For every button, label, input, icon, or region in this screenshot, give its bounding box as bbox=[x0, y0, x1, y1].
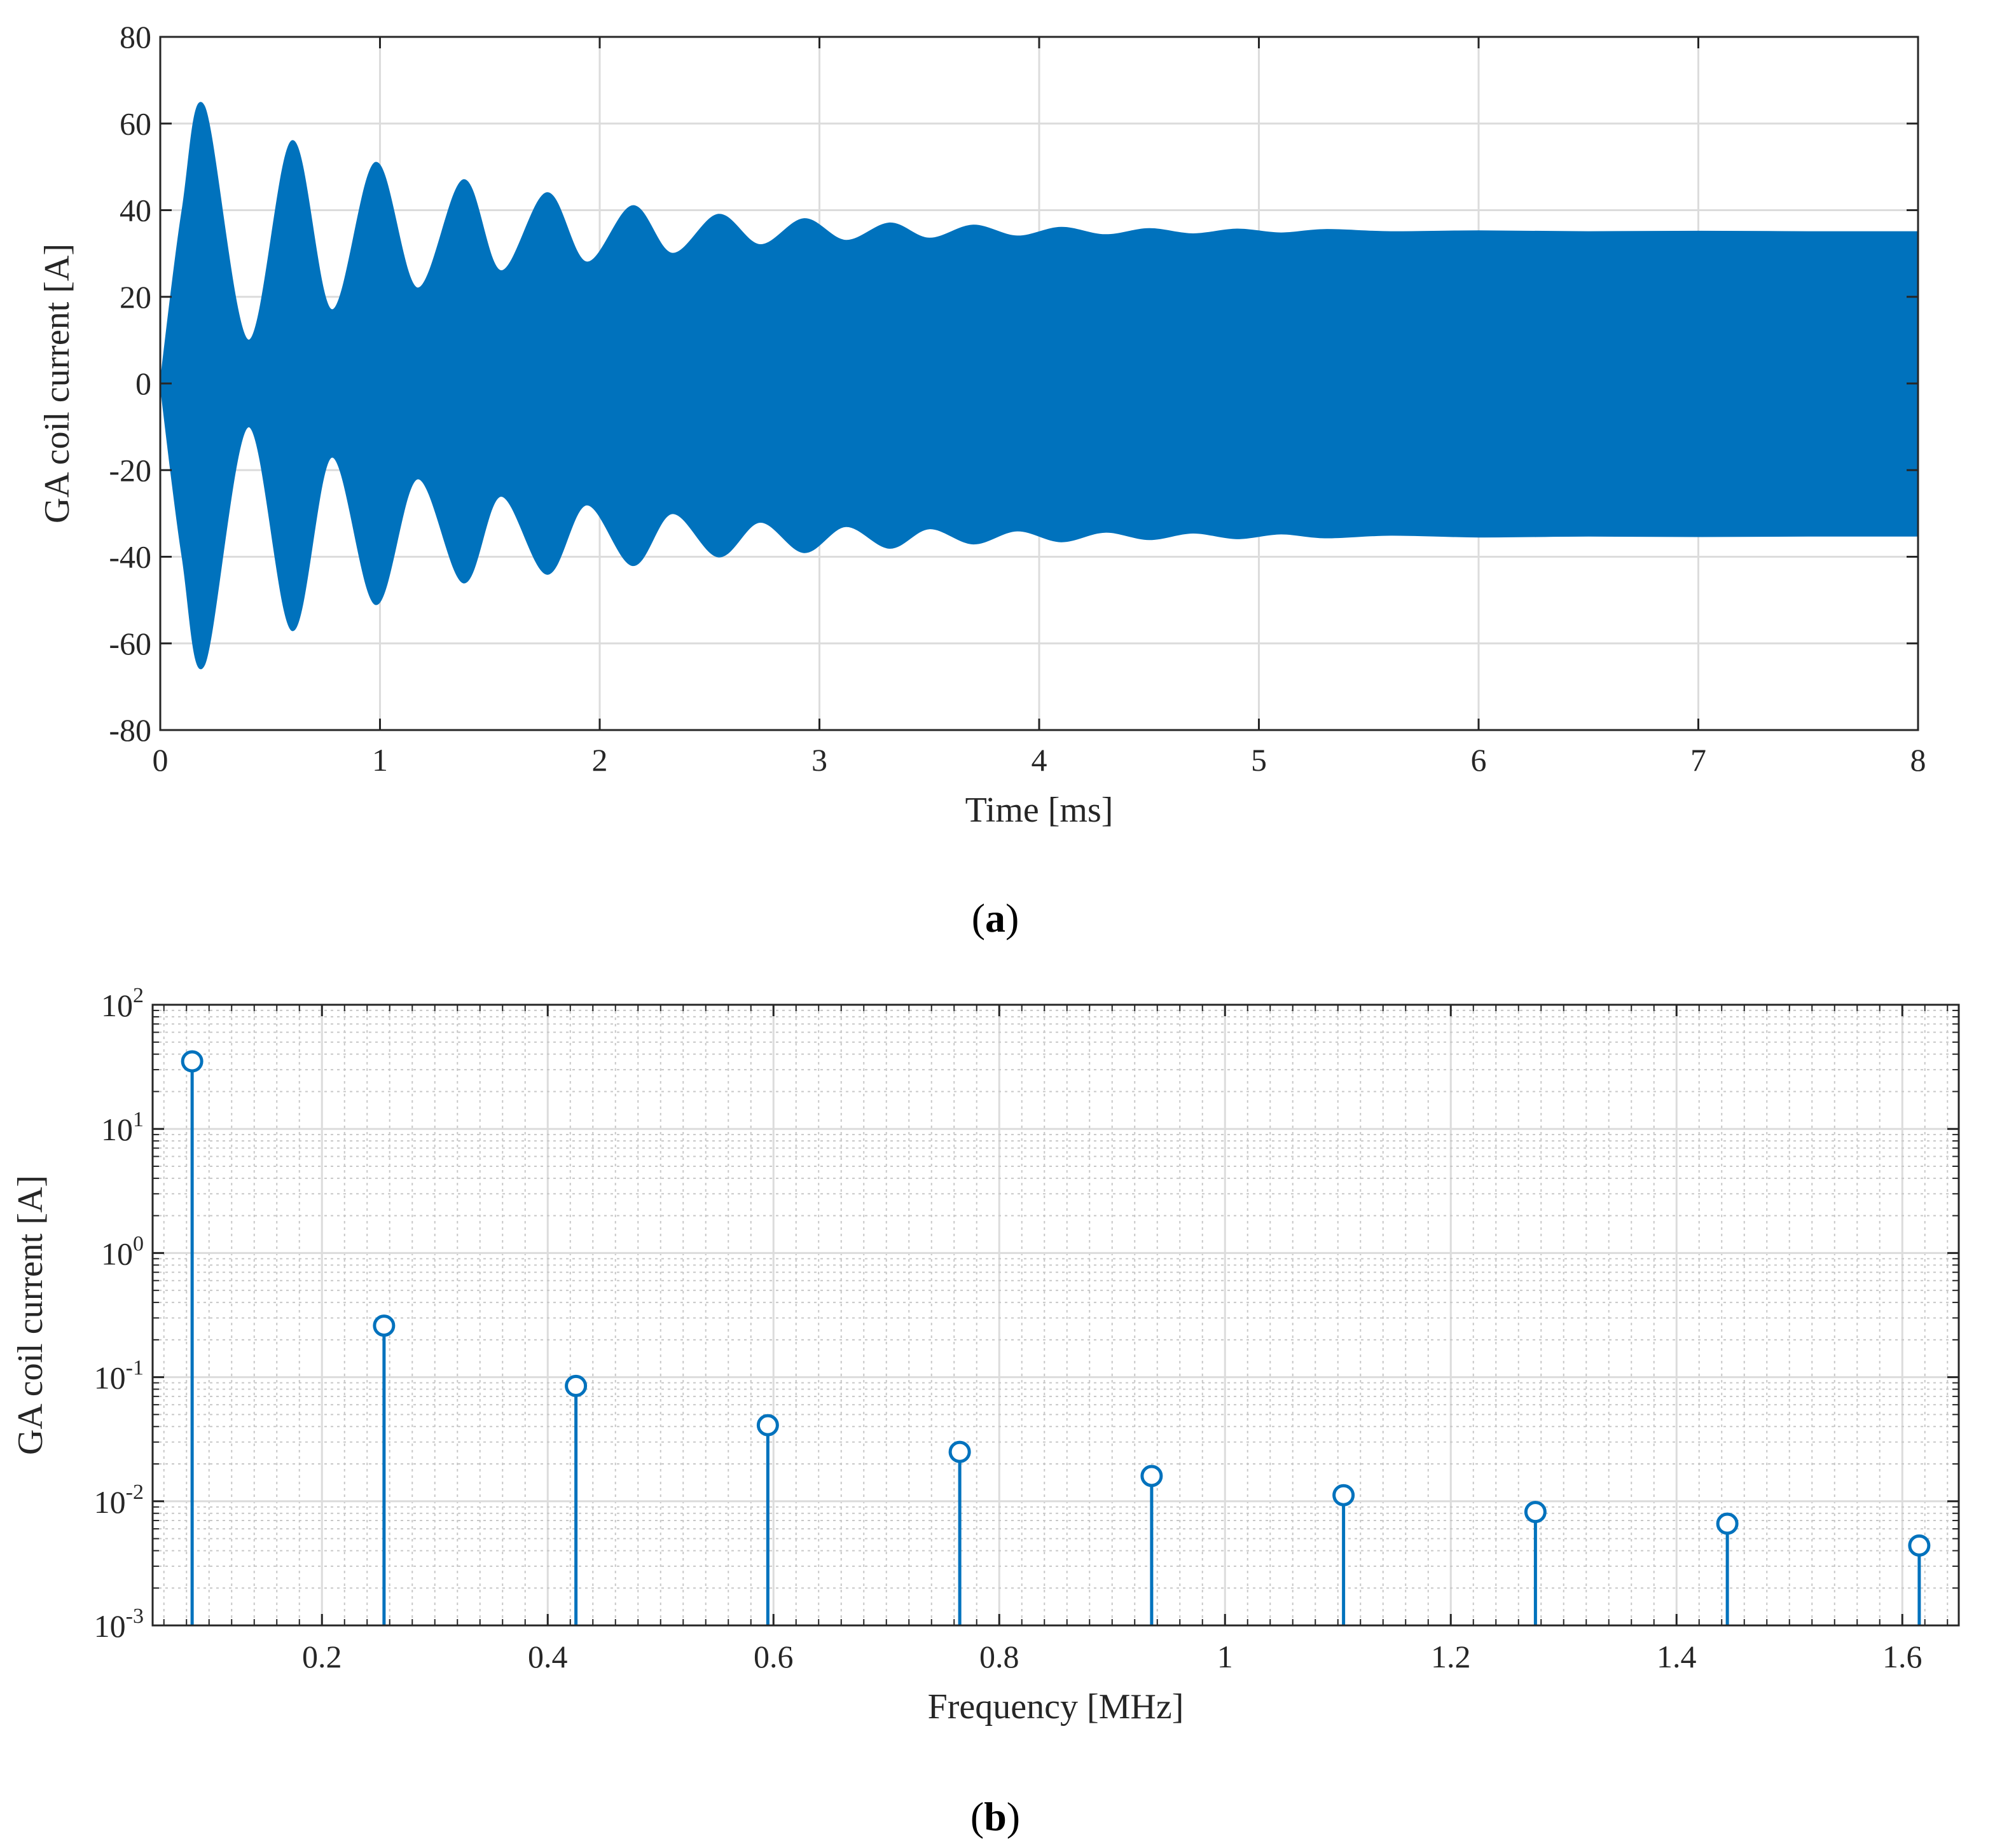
b-stems bbox=[181, 1050, 1931, 1625]
b-xtick-label: 1 bbox=[1217, 1639, 1233, 1674]
b-ytick-exponent: -2 bbox=[126, 1480, 144, 1504]
a-caption-letter: a bbox=[985, 895, 1005, 941]
b-ytick-exponent: -3 bbox=[126, 1604, 144, 1628]
b-caption-letter: b bbox=[984, 1794, 1007, 1839]
b-ytick-label: 101 bbox=[101, 1108, 144, 1147]
b-y-axis-label: GA coil current [A] bbox=[11, 1175, 50, 1455]
b-ytick-label: 100 bbox=[101, 1232, 144, 1271]
b-ytick-exponent: -1 bbox=[126, 1356, 144, 1380]
a-caption: (a) bbox=[972, 895, 1019, 941]
b-stem-marker bbox=[181, 1050, 204, 1073]
a-xtick-label: 6 bbox=[1471, 742, 1487, 778]
frequency-spectrum-chart: 0.2 0.4 0.6 0.8 1 1.2 1.4 1.610-310-210-1100101… bbox=[11, 984, 1960, 1839]
a-xtick-label: 2 bbox=[592, 742, 608, 778]
b-ytick-base: 10 bbox=[101, 1236, 133, 1271]
a-ytick-label: 60 bbox=[120, 106, 151, 141]
a-xtick-label: 0 bbox=[153, 742, 169, 778]
a-ytick-label: -80 bbox=[109, 712, 151, 748]
b-stem-marker bbox=[756, 1414, 779, 1437]
b-grid bbox=[153, 1005, 1959, 1625]
b-ytick-exponent: 0 bbox=[133, 1232, 144, 1255]
a-xtick-label: 1 bbox=[372, 742, 388, 778]
time-domain-chart: 0 1 2 3 4 5 6 7 8 -80 -60 -40 -20 0 20 40 60 80 Time [ms]… bbox=[38, 19, 1926, 941]
b-xtick-label: 0.6 bbox=[754, 1639, 794, 1674]
a-xtick-label: 7 bbox=[1690, 742, 1706, 778]
b-plot-frame bbox=[151, 1003, 1960, 1627]
b-ytick-exponent: 2 bbox=[133, 984, 144, 1007]
b-xtick-label: 0.4 bbox=[528, 1639, 568, 1674]
b-ytick-base: 10 bbox=[94, 1484, 126, 1520]
a-ytick-label: 40 bbox=[120, 193, 151, 228]
a-ytick-label: -40 bbox=[109, 539, 151, 575]
b-ytick-base: 10 bbox=[101, 988, 133, 1023]
b-ytick-base: 10 bbox=[101, 1112, 133, 1147]
a-ytick-label: -60 bbox=[109, 626, 151, 661]
b-ytick-label: 102 bbox=[101, 984, 144, 1023]
b-ytick-exponent: 1 bbox=[133, 1108, 144, 1131]
b-ytick-base: 10 bbox=[94, 1360, 126, 1396]
b-caption: (b) bbox=[970, 1794, 1020, 1839]
b-stem-marker bbox=[1332, 1484, 1355, 1507]
a-ytick-label: 0 bbox=[135, 366, 151, 401]
b-xtick-label: 1.4 bbox=[1657, 1639, 1697, 1674]
b-x-axis-label: Frequency [MHz] bbox=[928, 1687, 1184, 1727]
b-stem-marker bbox=[1908, 1534, 1931, 1557]
b-ytick-label: 10-3 bbox=[94, 1604, 144, 1644]
a-y-axis-label: GA coil current [A] bbox=[38, 244, 77, 523]
b-xtick-label: 1.2 bbox=[1431, 1639, 1471, 1674]
b-ytick-label: 10-1 bbox=[94, 1356, 144, 1396]
a-xtick-label: 4 bbox=[1032, 742, 1047, 778]
b-ytick-base: 10 bbox=[94, 1608, 126, 1644]
b-xtick-label: 0.8 bbox=[979, 1639, 1019, 1674]
b-stem-marker bbox=[948, 1440, 971, 1463]
b-stem-marker bbox=[373, 1314, 396, 1337]
b-stem-marker bbox=[1716, 1512, 1739, 1535]
b-ytick-label: 10-2 bbox=[94, 1480, 144, 1520]
a-ytick-label: 20 bbox=[120, 279, 151, 315]
b-stem-marker bbox=[565, 1374, 588, 1397]
a-ytick-label: -20 bbox=[109, 452, 151, 488]
a-ticks: 0 1 2 3 4 5 6 7 8 -80 -60 -40 -20 0 20 40 60 80 bbox=[109, 19, 1926, 778]
b-stem-marker bbox=[1140, 1465, 1163, 1487]
a-xtick-label: 8 bbox=[1910, 742, 1926, 778]
b-xtick-label: 1.6 bbox=[1882, 1639, 1923, 1674]
a-ytick-label: 80 bbox=[120, 19, 151, 55]
a-x-axis-label: Time [ms] bbox=[965, 790, 1114, 830]
b-xtick-label: 0.2 bbox=[302, 1639, 342, 1674]
b-stem-marker bbox=[1524, 1501, 1547, 1524]
b-ticks: 0.2 0.4 0.6 0.8 1 1.2 1.4 1.610-310-210-1100101… bbox=[94, 984, 1959, 1674]
a-xtick-label: 3 bbox=[811, 742, 827, 778]
a-xtick-label: 5 bbox=[1251, 742, 1267, 778]
